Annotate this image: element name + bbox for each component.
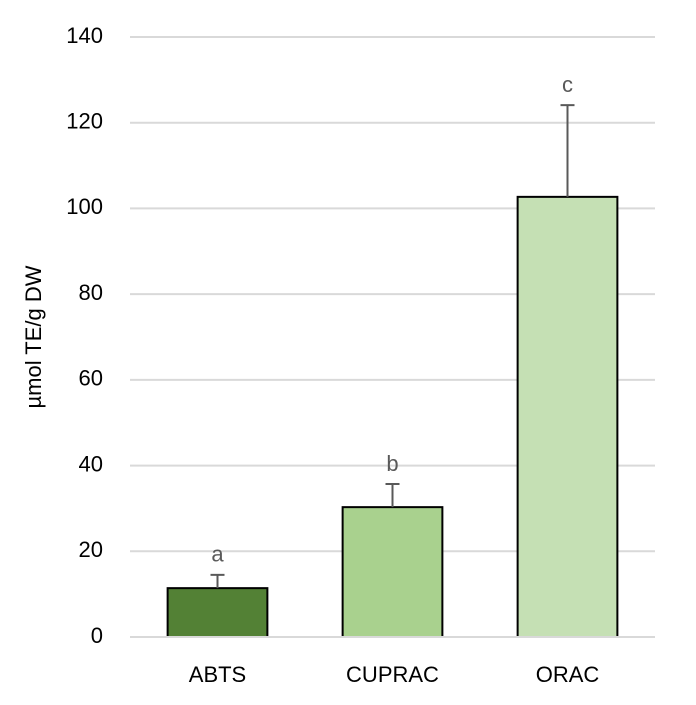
significance-letter: a <box>211 542 224 567</box>
y-tick-label: 120 <box>66 109 103 134</box>
x-tick-label: CUPRAC <box>346 662 439 687</box>
bar <box>516 195 619 638</box>
error-bar <box>210 573 225 589</box>
y-axis-label: µmol TE/g DW <box>21 265 46 408</box>
error-bar <box>385 483 400 508</box>
significance-letter: c <box>562 72 573 97</box>
y-tick-label: 20 <box>79 537 103 562</box>
y-tick-label: 0 <box>91 623 103 648</box>
error-bar <box>560 104 575 197</box>
y-tick-label: 40 <box>79 451 103 476</box>
y-tick-label: 100 <box>66 194 103 219</box>
y-tick-label: 140 <box>66 23 103 48</box>
y-tick-label: 80 <box>79 280 103 305</box>
bar <box>166 587 269 639</box>
bar <box>341 506 444 638</box>
y-tick-label: 60 <box>79 366 103 391</box>
x-tick-label: ABTS <box>189 662 246 687</box>
significance-letter: b <box>386 451 398 476</box>
x-tick-label: ORAC <box>536 662 600 687</box>
